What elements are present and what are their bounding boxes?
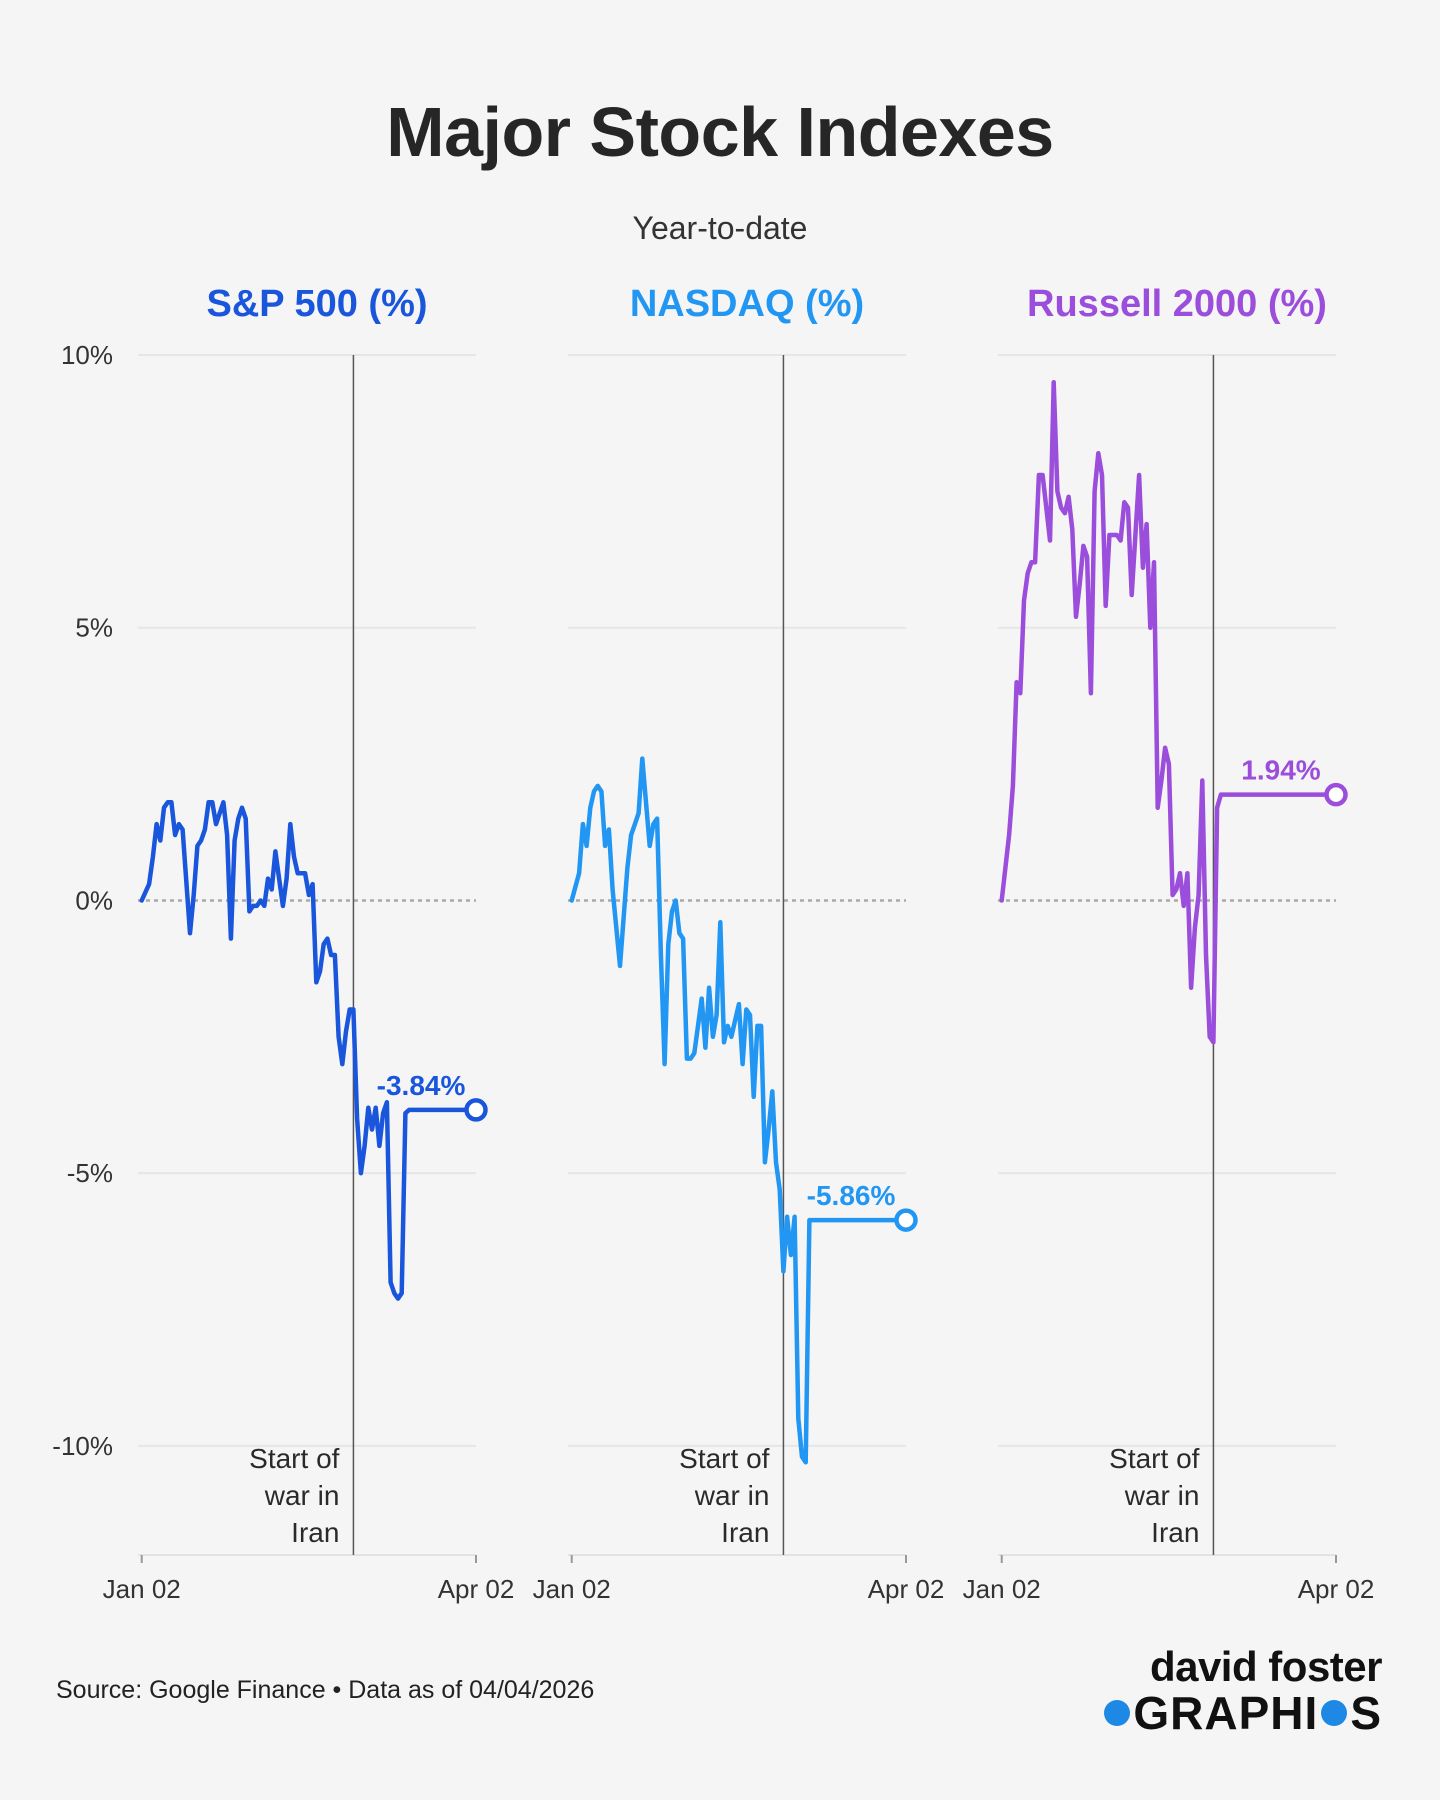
russell-end-label: 1.94%: [1241, 755, 1320, 786]
russell-panel-title: Russell 2000 (%): [1027, 283, 1327, 325]
sp500-end-label-halo: -3.84%: [377, 1070, 466, 1101]
brand-logo-line2b: S: [1350, 1687, 1382, 1739]
sp500-panel-title: S&P 500 (%): [206, 283, 427, 325]
nasdaq-end-marker: [894, 1208, 918, 1232]
chart-title: Major Stock Indexes: [386, 93, 1054, 171]
russell-series-line: [999, 380, 1339, 1045]
sp500-event-label: war in: [264, 1480, 340, 1511]
nasdaq-end-label-halo: -5.86%: [807, 1180, 896, 1211]
brand-dot-icon: [1321, 1700, 1348, 1726]
y-tick-label: -5%: [67, 1158, 113, 1188]
brand-dot-icon: [1104, 1700, 1131, 1726]
sp500-x-tick-label: Jan 02: [103, 1574, 181, 1604]
sp500-end-marker: [464, 1098, 488, 1122]
russell-x-tick-label: Apr 02: [1298, 1574, 1375, 1604]
brand-logo-line1: david foster: [1149, 1643, 1383, 1690]
brand-logo: david foster GRAPHI S: [1101, 1646, 1382, 1736]
russell-event-label: Start of: [1109, 1443, 1199, 1474]
sp500-series-line: [139, 800, 479, 1301]
nasdaq-event-label: Iran: [721, 1517, 769, 1548]
brand-logo-line2: GRAPHI S: [1101, 1690, 1382, 1736]
sp500-event-label: Start of: [249, 1443, 339, 1474]
y-tick-label: 10%: [61, 340, 113, 370]
nasdaq-x-tick-label: Apr 02: [868, 1574, 945, 1604]
y-tick-label: 0%: [75, 885, 113, 915]
nasdaq-x-tick-label: Jan 02: [533, 1574, 611, 1604]
russell-event-label: Iran: [1151, 1517, 1199, 1548]
russell-event-label: war in: [1124, 1480, 1200, 1511]
nasdaq-end-label: -5.86%: [807, 1180, 896, 1211]
y-tick-label: -10%: [52, 1431, 113, 1461]
russell-end-marker: [1324, 782, 1348, 807]
y-tick-label: 5%: [75, 613, 113, 643]
source-note: Source: Google Finance • Data as of 04/0…: [56, 1676, 595, 1704]
nasdaq-series-line: [569, 756, 909, 1465]
nasdaq-event-label: Start of: [679, 1443, 769, 1474]
nasdaq-panel-title: NASDAQ (%): [630, 283, 864, 325]
sp500-x-tick-label: Apr 02: [438, 1574, 515, 1604]
nasdaq-event-label: war in: [694, 1480, 770, 1511]
russell-x-tick-label: Jan 02: [963, 1574, 1041, 1604]
sp500-event-label: Iran: [291, 1517, 339, 1548]
brand-logo-line2a: GRAPHI: [1133, 1687, 1319, 1739]
chart-subtitle: Year-to-date: [632, 210, 808, 246]
russell-end-label-halo: 1.94%: [1241, 755, 1320, 786]
sp500-end-label: -3.84%: [377, 1070, 466, 1101]
